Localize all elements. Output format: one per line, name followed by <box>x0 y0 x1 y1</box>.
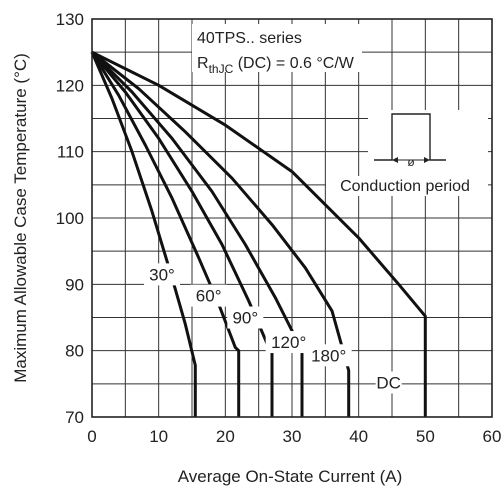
x-tick-label: 30 <box>283 427 302 446</box>
series-line <box>90 51 274 417</box>
x-tick-label: 10 <box>149 427 168 446</box>
conduction-period-inset: ø Conduction period <box>326 110 488 196</box>
annotation-rth-rest: (DC) = 0.6 °C/W <box>233 55 355 72</box>
annotation-rth: RthJC (DC) = 0.6 °C/W <box>197 55 355 76</box>
x-tick-label: 60 <box>483 427 502 446</box>
y-tick-label: 130 <box>56 10 84 29</box>
series-label: DC <box>376 374 401 393</box>
y-tick-label: 70 <box>65 408 84 427</box>
series-label: 90° <box>232 309 258 328</box>
grid <box>92 19 492 417</box>
series-label: 180° <box>311 346 346 365</box>
x-tick-label: 50 <box>416 427 435 446</box>
x-tick-label: 40 <box>349 427 368 446</box>
series-label-background <box>227 306 264 329</box>
series-line <box>90 51 197 417</box>
series-labels: 30° 60° 90° 120° 180° DC <box>144 263 402 394</box>
series-label-background <box>265 331 312 354</box>
pulse-waveform <box>374 113 446 161</box>
series-line <box>91 50 427 417</box>
y-tick-label: 110 <box>57 143 84 162</box>
series-label-background <box>144 263 180 286</box>
series-label: 120° <box>271 333 306 352</box>
series-label: 60° <box>196 287 222 306</box>
series-label-background <box>190 284 227 307</box>
annotation-title: 40TPS.. series <box>197 30 302 47</box>
annotation-background <box>192 24 362 72</box>
y-tick-label: 120 <box>56 76 84 95</box>
annotation-rth-sub: thJC <box>209 62 234 76</box>
y-tick-label: 100 <box>56 209 84 228</box>
series-label-background <box>305 344 352 367</box>
x-tick-label: 20 <box>216 427 235 446</box>
conduction-period-label: Conduction period <box>340 178 470 195</box>
phi-symbol: ø <box>407 155 415 169</box>
tick-labels: 0 10 20 30 40 50 60 70 80 90 100 110 120 130 <box>56 10 502 446</box>
series-label-background <box>375 371 402 394</box>
series-line <box>90 51 241 417</box>
y-tick-label: 90 <box>65 275 84 294</box>
plot-frame <box>91 18 493 418</box>
annotation-rth-main: R <box>197 55 209 72</box>
y-tick-label: 80 <box>65 342 84 361</box>
conduction-label-background <box>326 176 484 196</box>
series-label: 30° <box>149 265 175 284</box>
x-axis-label: Average On-State Current (A) <box>178 467 403 486</box>
x-tick-label: 0 <box>87 427 96 446</box>
y-axis-label: Maximum Allowable Case Temperature (°C) <box>11 53 30 383</box>
